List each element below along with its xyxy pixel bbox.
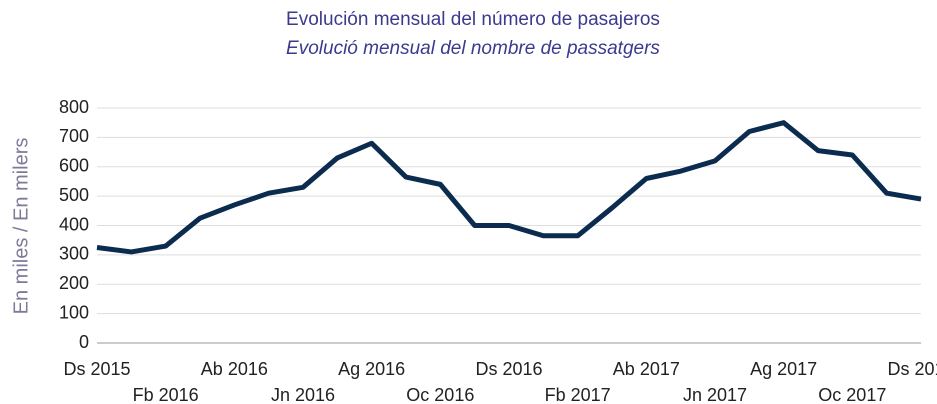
y-tick-label: 200: [59, 273, 89, 293]
y-tick-label: 800: [59, 97, 89, 117]
chart-subtitle: Evolució mensual del nombre de passatger…: [286, 38, 660, 59]
x-tick-label: Jn 2016: [271, 385, 335, 404]
x-tick-label: Jn 2017: [683, 385, 747, 404]
line: [96, 120, 922, 255]
x-tick-label: Fb 2016: [133, 385, 199, 404]
x-tick-label: Ab 2017: [613, 359, 680, 379]
y-axis-label: En miles / En milers: [10, 138, 32, 315]
x-tick-label: Ds 2017: [887, 359, 937, 379]
x-tick-label: Oc 2017: [818, 385, 886, 404]
y-tick-label: 500: [59, 185, 89, 205]
x-tick-label: Ag 2017: [750, 359, 817, 379]
x-tick-label: Ag 2016: [338, 359, 405, 379]
x-tick-label: Fb 2017: [545, 385, 611, 404]
x-tick-label: Ab 2016: [201, 359, 268, 379]
chart-title: Evolución mensual del número de pasajero…: [286, 9, 660, 30]
y-tick-label: 300: [59, 244, 89, 264]
x-tick-label: Ds 2015: [63, 359, 130, 379]
x-tick-label: Oc 2016: [406, 385, 474, 404]
y-tick-label: 100: [59, 302, 89, 322]
y-tick-label: 0: [79, 332, 89, 352]
y-tick-label: 400: [59, 214, 89, 234]
x-tick-label: Ds 2016: [475, 359, 542, 379]
y-tick-label: 600: [59, 156, 89, 176]
y-tick-label: 700: [59, 126, 89, 146]
